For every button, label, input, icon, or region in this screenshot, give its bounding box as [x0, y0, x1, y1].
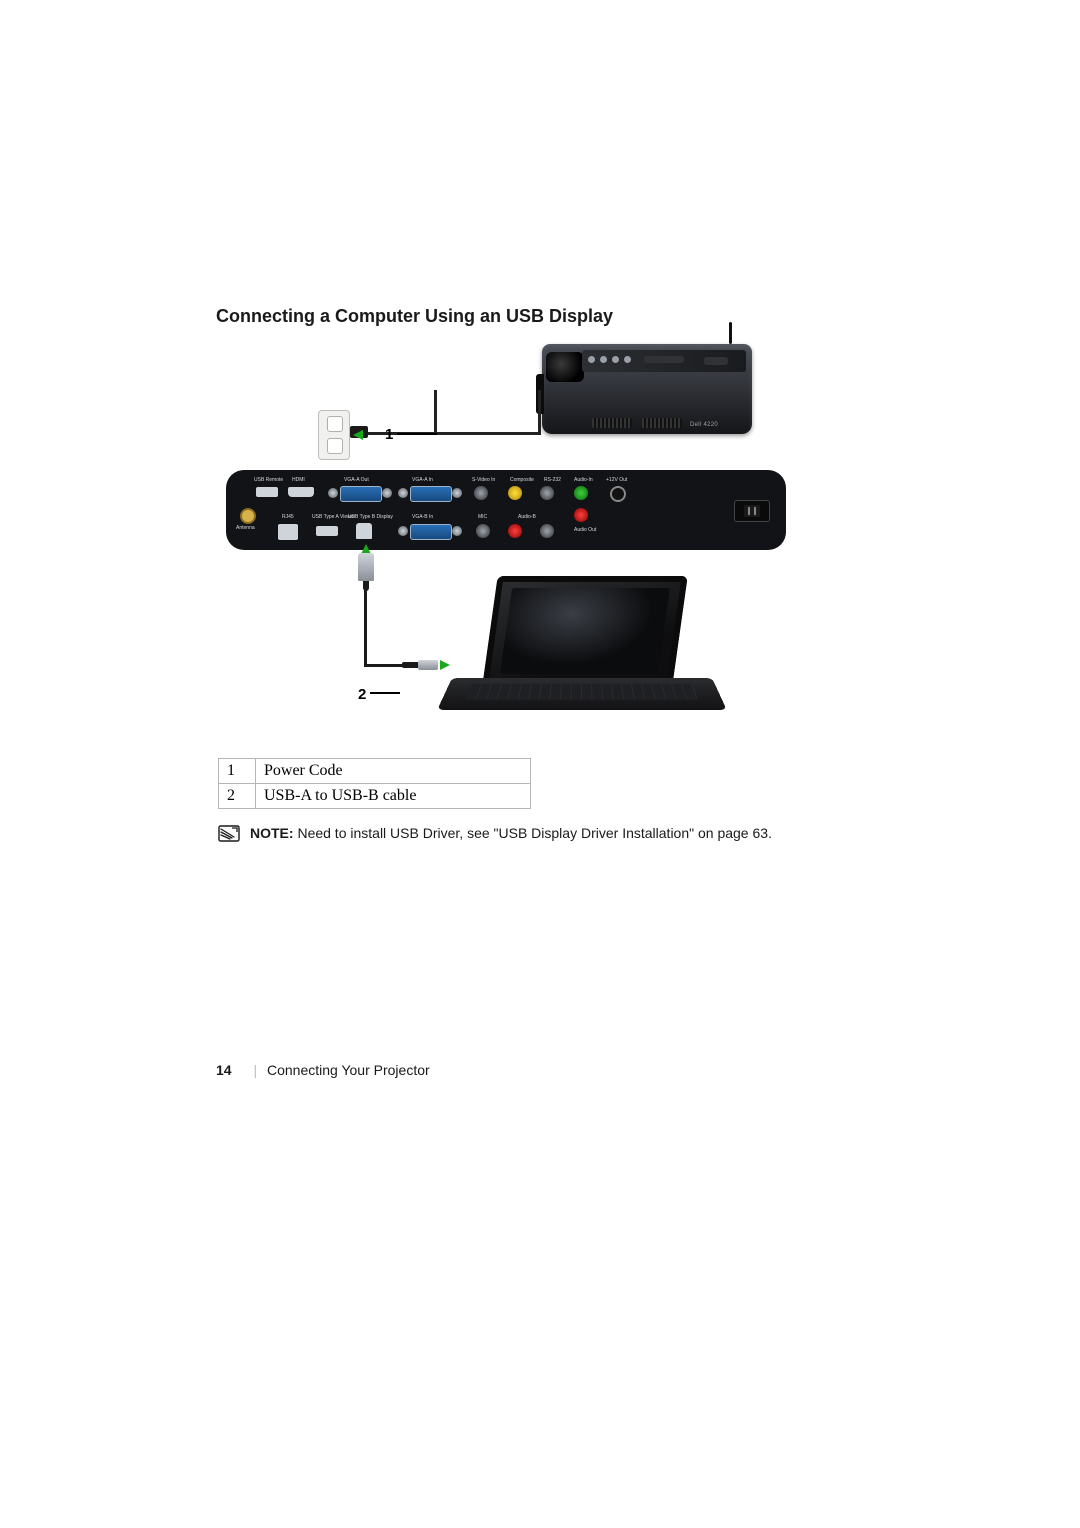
- port-label: Audio-In: [574, 477, 593, 483]
- footer-separator: |: [253, 1062, 257, 1078]
- port-label: USB Remote: [254, 477, 283, 483]
- port-label: RS-232: [544, 477, 561, 483]
- port-label: RJ45: [282, 514, 294, 520]
- note-prefix: NOTE:: [250, 825, 294, 841]
- laptop: [452, 578, 712, 728]
- section-title: Connecting a Computer Using an USB Displ…: [216, 306, 613, 327]
- usb-b-plug: [358, 553, 374, 581]
- note-after: .: [768, 825, 772, 841]
- port-label: VGA-A Out: [344, 477, 369, 483]
- port-label: VGA-B In: [412, 514, 433, 520]
- footer-section: Connecting Your Projector: [267, 1062, 430, 1078]
- wall-outlet: [318, 410, 350, 460]
- leader-line-2: [370, 692, 400, 694]
- callout-1: 1: [385, 426, 393, 443]
- page-footer: 14 | Connecting Your Projector: [216, 1062, 430, 1078]
- arrow-right-icon: [440, 660, 450, 670]
- table-row: 1 Power Code: [219, 759, 531, 784]
- usb-a-plug: [418, 660, 438, 670]
- leader-line-1: [397, 433, 437, 435]
- port-label: Composite: [510, 477, 534, 483]
- port-label: VGA-A In: [412, 477, 433, 483]
- port-label: MIC: [478, 514, 487, 520]
- legend-desc: USB-A to USB-B cable: [256, 784, 531, 809]
- arrow-left-icon: [353, 430, 363, 440]
- port-label: S-Video In: [472, 477, 495, 483]
- connection-diagram: Dell 4220 1 USB Remote HDMI VGA-A Out VG…: [222, 340, 822, 740]
- port-label: Audio Out: [574, 527, 596, 533]
- legend-num: 2: [219, 784, 256, 809]
- projector-rear-panel: USB Remote HDMI VGA-A Out VGA-A In S-Vid…: [226, 470, 786, 550]
- note: NOTE: Need to install USB Driver, see "U…: [218, 824, 818, 843]
- note-page-ref: page 63: [717, 825, 768, 841]
- table-row: 2 USB-A to USB-B cable: [219, 784, 531, 809]
- note-icon: [218, 825, 240, 842]
- callout-2: 2: [358, 686, 366, 703]
- legend-desc: Power Code: [256, 759, 531, 784]
- projector-brand-label: Dell 4220: [690, 422, 718, 428]
- port-label: HDMI: [292, 477, 305, 483]
- note-body: Need to install USB Driver, see "USB Dis…: [294, 825, 718, 841]
- port-label: Audio-B: [518, 514, 536, 520]
- legend-num: 1: [219, 759, 256, 784]
- page-number: 14: [216, 1062, 232, 1078]
- port-label: +12V Out: [606, 477, 627, 483]
- legend-table: 1 Power Code 2 USB-A to USB-B cable: [218, 758, 531, 809]
- projector: Dell 4220: [542, 344, 752, 434]
- port-label: Antenna: [236, 525, 255, 531]
- port-label: USB Type B Display: [348, 514, 393, 520]
